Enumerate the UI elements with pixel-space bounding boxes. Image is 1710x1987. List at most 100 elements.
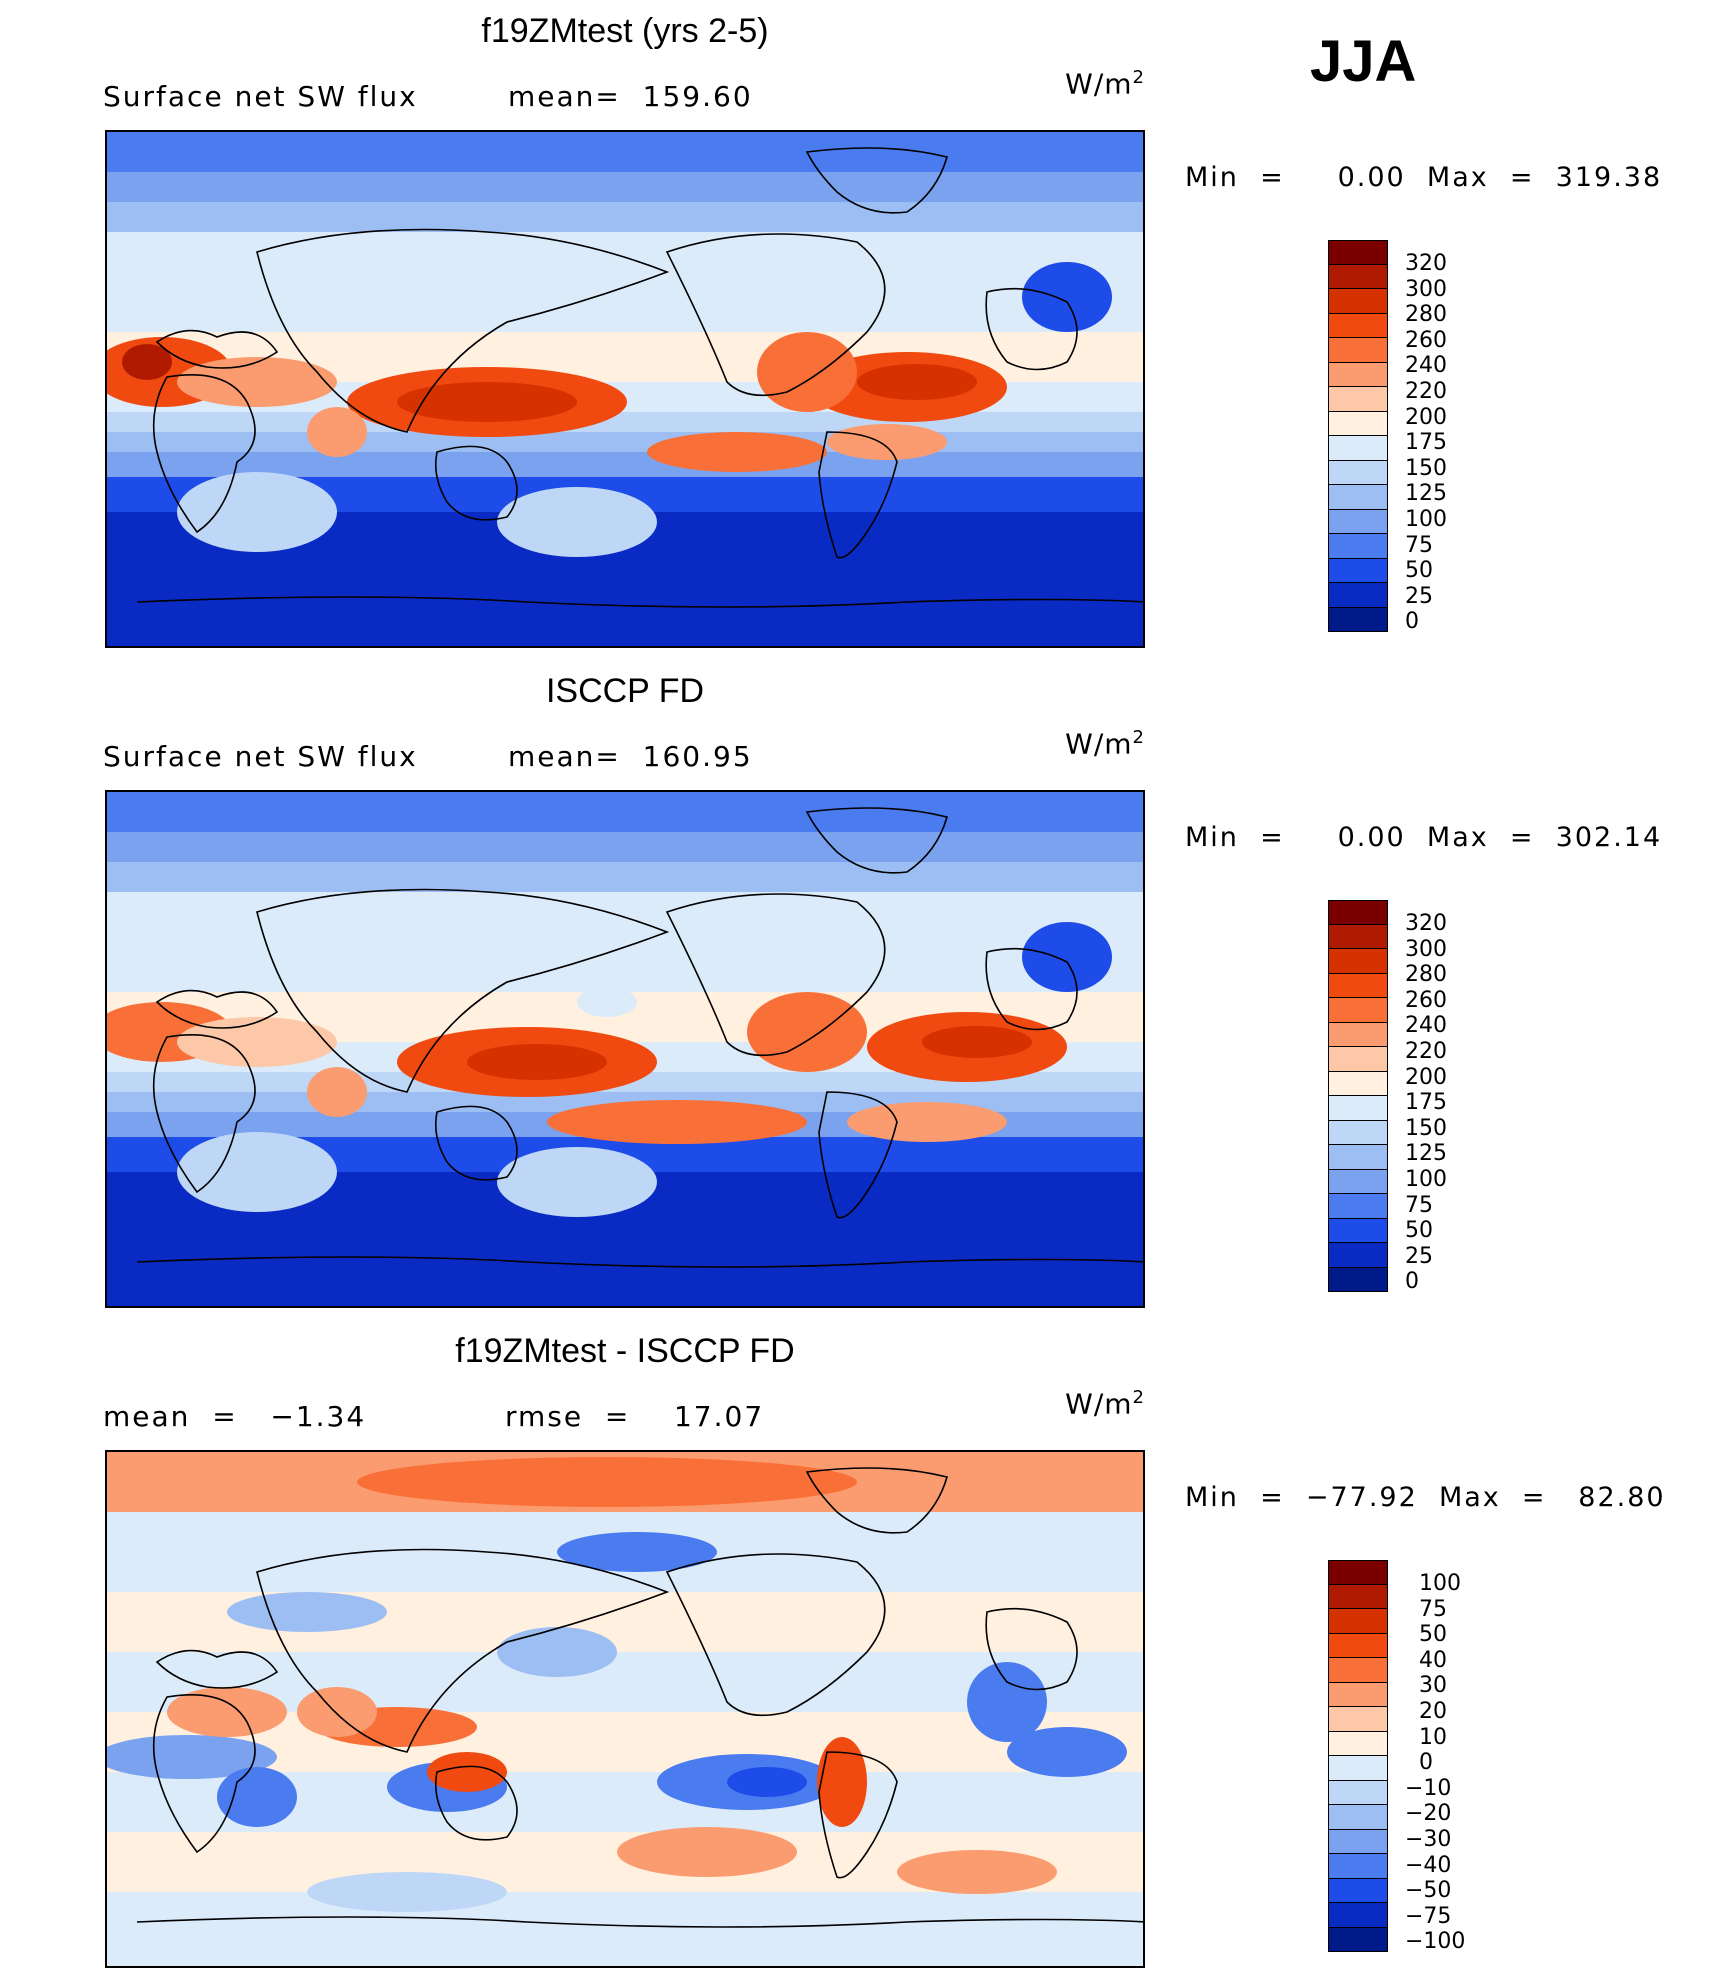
colorbar-tick-label: 50 — [1405, 1218, 1433, 1244]
colorbar-swatch — [1328, 1731, 1388, 1756]
colorbar-swatch — [1328, 338, 1388, 363]
colorbar-swatch — [1328, 1047, 1388, 1072]
colorbar-swatch — [1328, 411, 1388, 436]
variable-label: Surface net SW flux — [103, 80, 418, 113]
colorbar-swatch — [1328, 558, 1388, 583]
heatmap-blob — [177, 472, 337, 552]
colorbar-tick-label: 25 — [1405, 583, 1433, 609]
heatmap-band — [107, 412, 1143, 432]
coastline — [818, 1091, 898, 1219]
colorbar-swatch — [1328, 1071, 1388, 1096]
heatmap-blob — [847, 1102, 1007, 1142]
heatmap-layer — [107, 132, 1143, 646]
heatmap-blob — [177, 1132, 337, 1212]
heatmap-blob — [217, 1767, 297, 1827]
heatmap-blob — [1022, 922, 1112, 992]
coastline — [805, 147, 948, 214]
coastline — [155, 329, 279, 369]
colorbar-swatch — [1328, 1878, 1388, 1903]
colorbar-swatch — [1328, 1633, 1388, 1658]
colorbar-tick-label: 0 — [1405, 609, 1419, 635]
colorbar — [1328, 1560, 1390, 1952]
colorbar-tick-label: 0 — [1405, 1269, 1419, 1295]
colorbar-tick-label: 25 — [1405, 1243, 1433, 1269]
coastline — [136, 1256, 1143, 1268]
rmse-label: rmse = 17.07 — [505, 1400, 765, 1433]
colorbar — [1328, 240, 1390, 632]
coastline — [155, 989, 279, 1029]
coastline — [152, 1034, 256, 1194]
colorbar-tick-label: −10 — [1405, 1775, 1452, 1801]
heatmap-blob — [747, 992, 867, 1072]
coastlines — [136, 807, 1143, 1268]
colorbar-swatch — [1328, 1707, 1388, 1732]
colorbar-tick-label: −100 — [1405, 1929, 1466, 1955]
colorbar-swatch — [1328, 1145, 1388, 1170]
colorbar-swatch — [1328, 1609, 1388, 1634]
colorbar-tick-label: 200 — [1405, 404, 1447, 430]
colorbar-tick-label: 260 — [1405, 327, 1447, 353]
min-max-label: Min = −77.92 Max = 82.80 — [1185, 1482, 1666, 1513]
colorbar-swatch — [1328, 1267, 1388, 1292]
heatmap-blob — [167, 1687, 287, 1737]
colorbar-swatch — [1328, 485, 1388, 510]
panel-model: f19ZMtest (yrs 2-5) Surface net SW flux … — [0, 12, 1710, 667]
colorbar-swatch — [1328, 1243, 1388, 1268]
colorbar-swatch — [1328, 583, 1388, 608]
heatmap-blob — [557, 1532, 717, 1572]
heatmap-blob — [1007, 1727, 1127, 1777]
heatmap-blob — [467, 1044, 607, 1080]
min-max-label: Min = 0.00 Max = 319.38 — [1185, 162, 1663, 193]
mean-label: mean= 159.60 — [508, 80, 753, 113]
colorbar-swatch — [1328, 998, 1388, 1023]
colorbar-swatch — [1328, 436, 1388, 461]
panel-obs: ISCCP FD Surface net SW flux mean= 160.9… — [0, 672, 1710, 1327]
heatmap-blob — [497, 487, 657, 557]
colorbar-tick-label: −20 — [1405, 1801, 1452, 1827]
colorbar-swatch — [1328, 1927, 1388, 1952]
panel-title: ISCCP FD — [545, 672, 705, 710]
colorbar-swatch — [1328, 534, 1388, 559]
colorbar-tick-label: 320 — [1405, 251, 1447, 276]
heatmap-blob — [497, 1627, 617, 1677]
heatmap-band — [107, 172, 1143, 202]
colorbar-tick-label: 125 — [1405, 1141, 1447, 1167]
coastlines — [136, 147, 1143, 608]
heatmap-band — [107, 452, 1143, 477]
colorbar-swatch — [1328, 973, 1388, 998]
colorbar-tick-label: 260 — [1405, 987, 1447, 1013]
coastline — [985, 1607, 1078, 1691]
colorbar-tick-label: 100 — [1405, 507, 1447, 532]
heatmap-layer — [107, 1452, 1143, 1966]
colorbar-swatch — [1328, 1022, 1388, 1047]
colorbar-swatch — [1328, 949, 1388, 974]
coastline — [805, 1467, 948, 1534]
colorbar-swatch — [1328, 460, 1388, 485]
heatmap-blob — [547, 1100, 807, 1144]
heatmap-band — [107, 132, 1143, 172]
colorbar-swatch — [1328, 1658, 1388, 1683]
heatmap-blob — [122, 344, 172, 380]
heatmap-blob — [307, 1067, 367, 1117]
colorbar-tick-label: 240 — [1405, 353, 1447, 379]
colorbar-tick-label: 75 — [1419, 1596, 1447, 1622]
heatmap-blob — [427, 1752, 507, 1792]
colorbar-tick-label: 175 — [1405, 430, 1447, 456]
colorbar-tick-label: 0 — [1419, 1750, 1433, 1776]
heatmap-blob — [307, 407, 367, 457]
colorbar-swatch — [1328, 1096, 1388, 1121]
colorbar-tick-label: −75 — [1405, 1903, 1452, 1929]
colorbar-tick-label: 20 — [1419, 1699, 1447, 1724]
coastline — [665, 233, 886, 397]
colorbar-tick-label: 175 — [1405, 1090, 1447, 1116]
map-diff — [105, 1450, 1145, 1968]
heatmap-blob — [497, 1147, 657, 1217]
heatmap-blob — [647, 432, 827, 472]
heatmap-band — [107, 862, 1143, 892]
colorbar-swatch — [1328, 1854, 1388, 1879]
colorbar-swatch — [1328, 1194, 1388, 1219]
colorbar-tick-label: 300 — [1405, 276, 1447, 302]
heatmap-band — [107, 792, 1143, 832]
heatmap-band — [107, 832, 1143, 862]
heatmap-blob — [397, 382, 577, 422]
